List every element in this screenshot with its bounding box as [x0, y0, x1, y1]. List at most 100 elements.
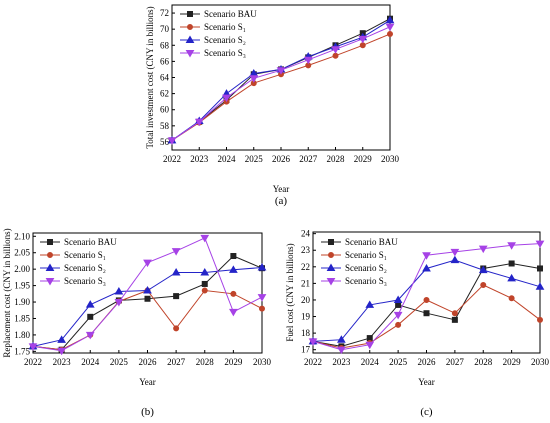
- data-point: [358, 35, 368, 44]
- x-tick-label: 2026: [139, 357, 158, 367]
- y-tick-label: 23: [301, 245, 311, 255]
- data-point: [508, 295, 515, 302]
- y-tick-label: 1.80: [14, 330, 30, 340]
- legend: Scenario BAU Scenario S₁ Scenario S₂ Scenar…: [321, 237, 398, 286]
- x-tick-label: 2030: [253, 357, 272, 367]
- data-point: [450, 255, 460, 264]
- legend-entry: Scenario BAU: [345, 237, 398, 247]
- chart-panel-2: 2022 2023 2024 2025 2026 2027 2028 2029 2030 1.75…: [2, 228, 272, 418]
- series-4: [167, 23, 395, 145]
- y-tick-label: 60: [160, 105, 170, 115]
- y-tick-label: 2.05: [14, 248, 30, 258]
- y-tick-label: 64: [160, 73, 170, 83]
- data-point: [201, 287, 208, 294]
- data-point: [57, 335, 66, 343]
- x-tick-label: 2026: [418, 357, 437, 367]
- legend: Scenario BAU Scenario S₁ Scenario S₂ Scenar…: [40, 237, 117, 286]
- x-tick-label: 2022: [24, 357, 42, 367]
- y-tick-label: 17: [301, 345, 311, 355]
- x-tick-label: 2027: [446, 357, 465, 367]
- data-point: [57, 347, 66, 356]
- y-tick-label: 18: [301, 328, 311, 338]
- data-point: [259, 305, 265, 312]
- series-2: [310, 282, 543, 352]
- data-point: [28, 343, 38, 351]
- legend-entry: Scenario BAU: [204, 9, 257, 19]
- data-point: [173, 325, 180, 332]
- panel-label: (a): [275, 195, 288, 207]
- legend-marker: [187, 11, 193, 17]
- data-point: [85, 300, 95, 308]
- x-axis-label: Year: [139, 377, 156, 387]
- data-point: [366, 335, 373, 342]
- data-point: [143, 259, 152, 268]
- x-tick-label: 2023: [332, 357, 351, 367]
- legend-marker: [185, 50, 195, 58]
- data-point: [395, 321, 402, 328]
- data-point: [422, 263, 431, 272]
- y-tick-label: 70: [160, 24, 170, 34]
- y-tick-label: 56: [160, 137, 170, 147]
- y-tick-label: 66: [160, 56, 170, 66]
- x-tick-label: 2025: [245, 154, 264, 164]
- data-point: [276, 67, 286, 75]
- data-point: [114, 299, 124, 307]
- y-tick-label: 19: [301, 312, 311, 322]
- data-point: [337, 335, 346, 343]
- legend-marker: [47, 252, 53, 258]
- data-point: [359, 42, 366, 49]
- data-point: [143, 286, 152, 294]
- x-tick-label: 2024: [218, 154, 237, 164]
- y-tick-label: 1.95: [14, 281, 30, 291]
- y-tick-label: 72: [160, 8, 169, 18]
- y-tick-label: 1.90: [14, 297, 30, 307]
- legend-entry: Scenario S₁: [345, 250, 387, 260]
- data-point: [249, 75, 259, 83]
- y-tick-label: 21: [301, 278, 310, 288]
- x-tick-label: 2029: [354, 154, 373, 164]
- data-point: [173, 293, 180, 300]
- data-point: [393, 295, 403, 303]
- data-point: [230, 290, 237, 297]
- data-point: [365, 341, 375, 350]
- legend-entry: Scenario S₂: [345, 263, 387, 273]
- data-point: [537, 316, 543, 323]
- x-tick-label: 2029: [224, 357, 243, 367]
- data-point: [507, 242, 516, 250]
- x-tick-label: 2030: [531, 357, 550, 367]
- data-point: [423, 296, 430, 303]
- y-tick-label: 2.10: [14, 231, 30, 241]
- data-point: [230, 253, 237, 260]
- y-tick-label: 68: [160, 40, 170, 50]
- data-point: [308, 338, 318, 346]
- data-point: [194, 118, 204, 127]
- legend-marker: [47, 239, 53, 245]
- x-tick-label: 2023: [53, 357, 72, 367]
- data-point: [385, 23, 395, 32]
- data-point: [87, 313, 94, 320]
- data-point: [114, 287, 124, 295]
- data-point: [537, 265, 543, 272]
- legend-entry: Scenario S₁: [204, 22, 246, 32]
- legend-entry: Scenario S₃: [345, 276, 387, 286]
- data-point: [423, 310, 430, 317]
- y-tick-label: 24: [301, 229, 311, 239]
- data-point: [222, 94, 231, 103]
- data-point: [257, 294, 267, 302]
- panel-label: (c): [420, 406, 433, 418]
- x-tick-label: 2023: [190, 154, 209, 164]
- data-point: [451, 310, 458, 317]
- x-tick-label: 2027: [299, 154, 318, 164]
- y-tick-label: 58: [160, 121, 170, 131]
- data-point: [171, 248, 181, 256]
- y-tick-label: 62: [160, 89, 169, 99]
- legend-marker: [187, 24, 193, 30]
- legend-entry: Scenario S₂: [204, 35, 246, 45]
- y-tick-label: 2.00: [14, 264, 30, 274]
- legend-entry: Scenario S₃: [64, 276, 106, 286]
- data-point: [200, 234, 210, 243]
- chart-panel-3: 2022 2023 2024 2025 2026 2027 2028 2029 20301718…: [285, 229, 550, 418]
- series-line: [312, 284, 541, 349]
- data-point: [451, 316, 458, 323]
- series-4: [28, 234, 267, 356]
